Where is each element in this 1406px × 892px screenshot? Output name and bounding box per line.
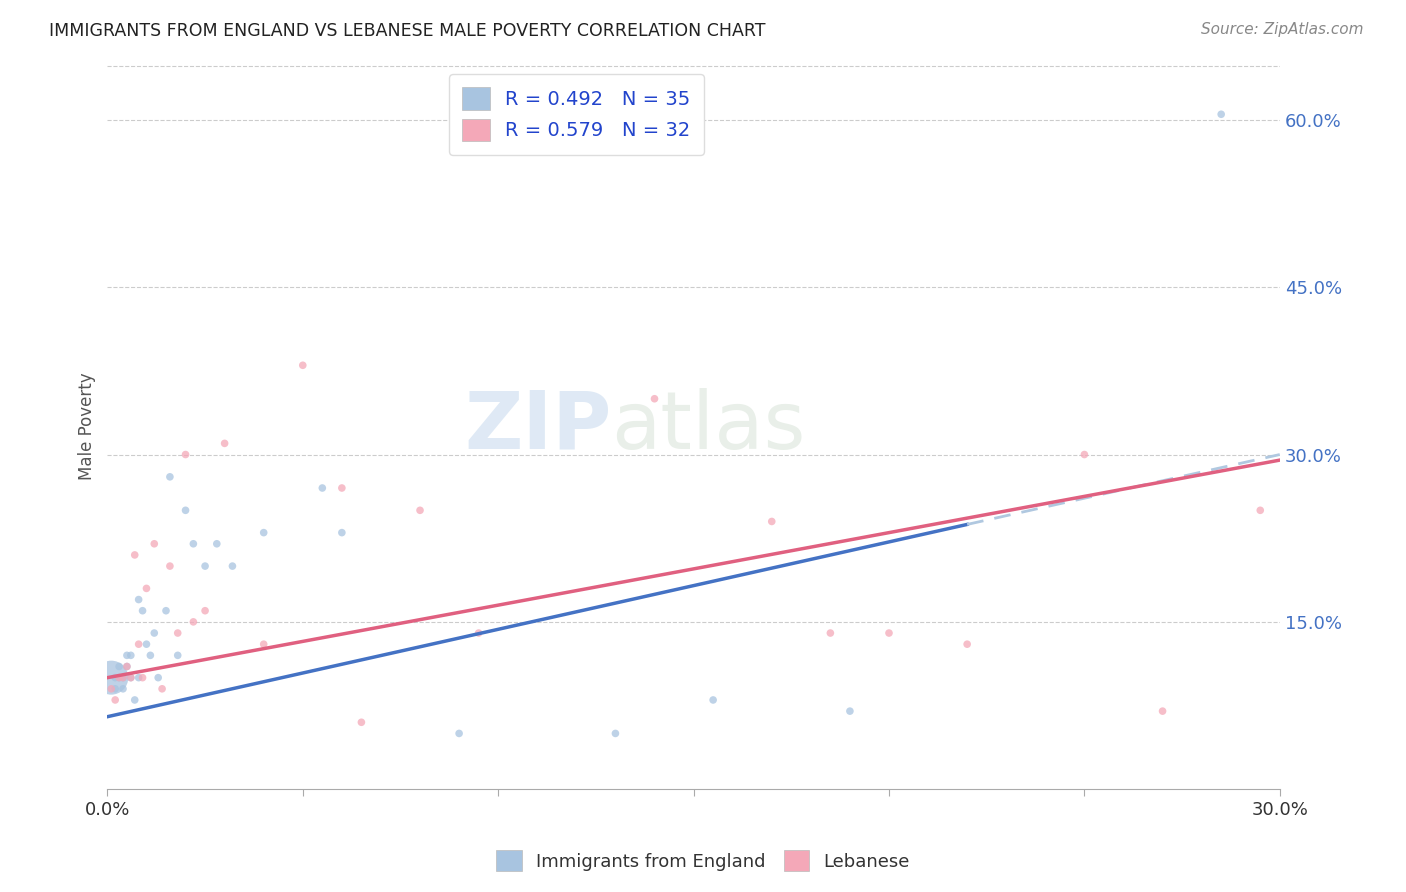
Point (291, 359, 314, 373)
Point (174, 448, 197, 462)
Point (124, 548, 146, 562)
Point (100, 681, 122, 696)
Point (183, 537, 205, 551)
Point (104, 681, 127, 696)
Point (183, 615, 205, 629)
Point (330, 481, 353, 495)
Point (1152, 704, 1174, 718)
Point (135, 582, 157, 596)
Point (166, 648, 188, 663)
Point (143, 626, 166, 640)
Point (120, 671, 142, 685)
Point (956, 637, 979, 651)
Point (166, 626, 188, 640)
Point (111, 681, 134, 696)
Point (111, 671, 134, 685)
Point (124, 693, 146, 707)
Point (115, 659, 138, 673)
Point (253, 525, 276, 540)
Point (143, 537, 166, 551)
Point (135, 637, 157, 651)
Point (311, 481, 333, 495)
Point (115, 659, 138, 673)
Text: IMMIGRANTS FROM ENGLAND VS LEBANESE MALE POVERTY CORRELATION CHART: IMMIGRANTS FROM ENGLAND VS LEBANESE MALE… (49, 22, 766, 40)
Point (1073, 448, 1095, 462)
Point (605, 726, 627, 740)
Point (467, 626, 489, 640)
Text: ZIP: ZIP (464, 388, 612, 466)
Point (148, 671, 170, 685)
Text: Source: ZipAtlas.com: Source: ZipAtlas.com (1201, 22, 1364, 37)
Point (108, 659, 131, 673)
Point (194, 559, 217, 574)
Point (155, 604, 177, 618)
Point (221, 559, 243, 574)
Point (330, 525, 353, 540)
Point (100, 671, 122, 685)
Point (128, 637, 150, 651)
Point (159, 559, 181, 574)
Point (111, 671, 134, 685)
Point (150, 681, 173, 696)
Point (253, 637, 276, 651)
Point (131, 671, 153, 685)
Legend: R = 0.492   N = 35, R = 0.579   N = 32: R = 0.492 N = 35, R = 0.579 N = 32 (449, 74, 704, 154)
Point (131, 604, 153, 618)
Point (877, 626, 900, 640)
Point (644, 392, 666, 406)
Point (214, 436, 236, 450)
Point (1249, 503, 1271, 517)
Y-axis label: Male Poverty: Male Poverty (79, 373, 96, 481)
Point (108, 671, 131, 685)
Point (120, 671, 142, 685)
Point (409, 503, 432, 517)
Point (1211, 107, 1233, 121)
Point (194, 604, 217, 618)
Point (174, 503, 197, 517)
Point (104, 671, 127, 685)
Point (838, 704, 860, 718)
Point (205, 537, 228, 551)
Legend: Immigrants from England, Lebanese: Immigrants from England, Lebanese (489, 843, 917, 879)
Point (159, 470, 181, 484)
Point (128, 592, 150, 607)
Point (104, 693, 127, 707)
Point (449, 726, 471, 740)
Point (108, 671, 131, 685)
Point (139, 648, 162, 663)
Point (761, 515, 783, 529)
Point (120, 648, 142, 663)
Point (128, 671, 150, 685)
Point (115, 648, 138, 663)
Text: atlas: atlas (612, 388, 806, 466)
Point (820, 626, 842, 640)
Point (350, 715, 373, 730)
Point (702, 693, 724, 707)
